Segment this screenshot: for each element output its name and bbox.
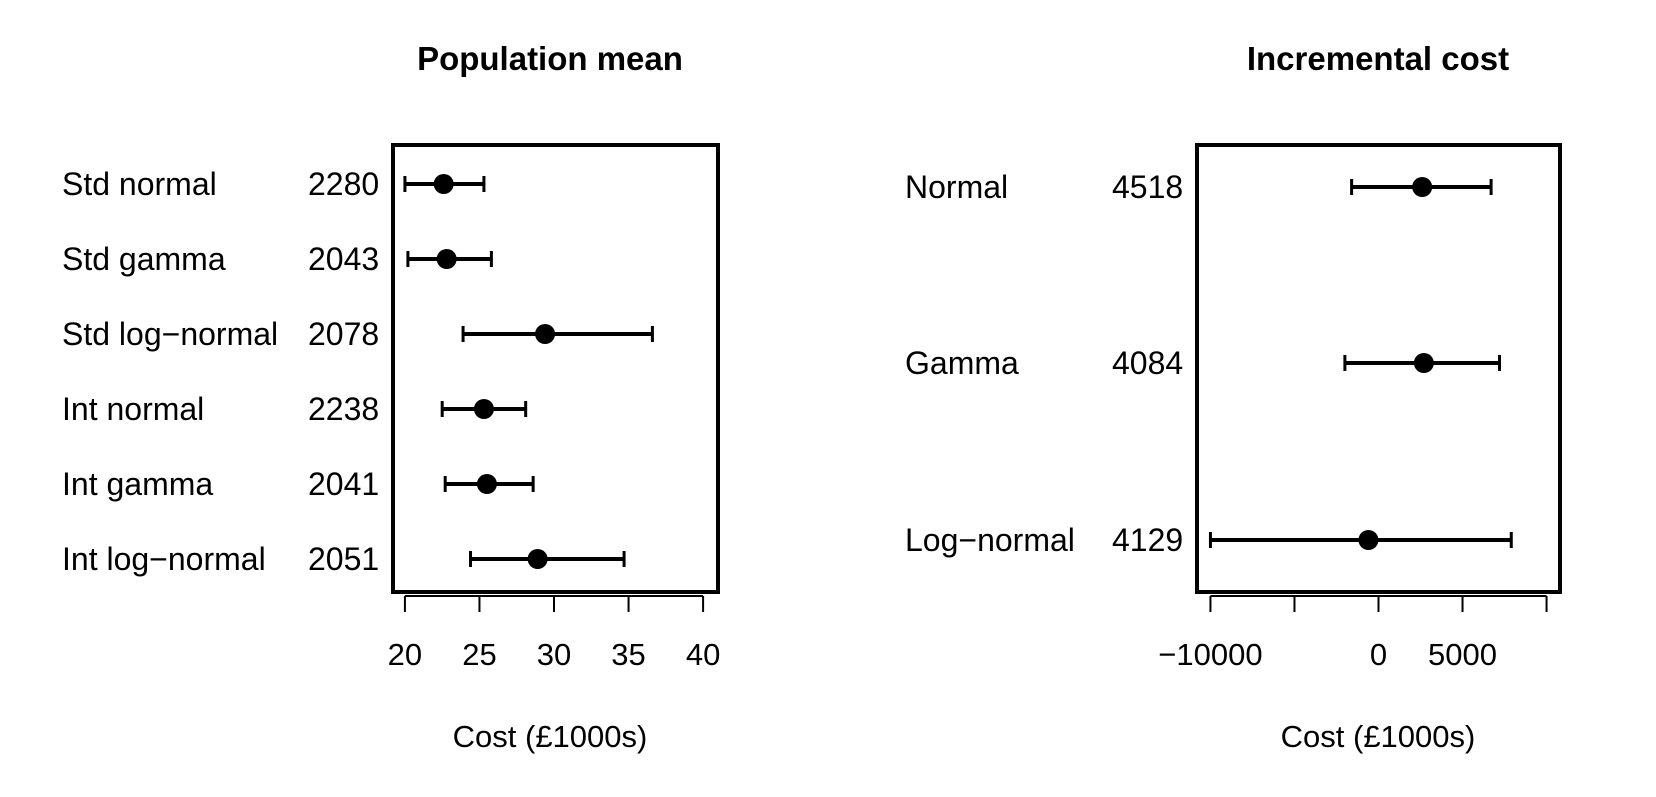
row-sample-size-label: 2041 (308, 466, 379, 502)
population-mean-plot-frame (391, 143, 720, 594)
point-estimate-marker (1358, 530, 1379, 550)
x-tick-label: 5000 (1428, 637, 1497, 672)
row-sample-size-label: 2051 (308, 541, 379, 577)
population-mean-x-axis-label: Cost (£1000s) (453, 719, 648, 754)
row-label: Int gamma (62, 466, 213, 502)
row-label: Int log−normal (62, 541, 266, 577)
x-tick-label: 40 (686, 637, 720, 672)
point-estimate-marker (535, 324, 556, 344)
row-sample-size-label: 2043 (308, 241, 379, 277)
row-sample-size-label: 2238 (308, 391, 379, 427)
row-sample-size-label: 4129 (1112, 522, 1183, 558)
point-estimate-marker (473, 399, 494, 419)
row-label: Gamma (905, 345, 1019, 381)
x-tick-label: 30 (537, 637, 571, 672)
point-estimate-marker (436, 249, 457, 269)
row-label: Std normal (62, 166, 217, 202)
row-label: Std log−normal (62, 316, 278, 352)
x-tick-label: 20 (388, 637, 422, 672)
point-estimate-marker (527, 549, 548, 569)
x-tick-label: −10000 (1158, 637, 1262, 672)
row-sample-size-label: 4518 (1112, 169, 1183, 205)
incremental-cost-title: Incremental cost (1247, 40, 1509, 77)
point-estimate-marker (433, 174, 454, 194)
x-tick-label: 25 (462, 637, 496, 672)
point-estimate-marker (1413, 353, 1434, 373)
population-mean-panel: Population mean Cost (£1000s) 20 25 30 35 40… (62, 40, 720, 754)
row-sample-size-label: 2078 (308, 316, 379, 352)
incremental-cost-plot-frame (1195, 143, 1562, 594)
incremental-cost-panel: Incremental cost Cost (£1000s) −10000 0 50… (905, 40, 1562, 754)
row-label: Std gamma (62, 241, 226, 277)
incremental-cost-x-axis-label: Cost (£1000s) (1281, 719, 1476, 754)
row-sample-size-label: 4084 (1112, 345, 1183, 381)
row-label: Log−normal (905, 522, 1075, 558)
row-sample-size-label: 2280 (308, 166, 379, 202)
row-label: Int normal (62, 391, 204, 427)
row-label: Normal (905, 169, 1008, 205)
population-mean-title: Population mean (417, 40, 683, 77)
x-tick-label: 35 (611, 637, 645, 672)
x-tick-label: 0 (1370, 637, 1387, 672)
point-estimate-marker (476, 474, 497, 494)
point-estimate-marker (1412, 177, 1433, 197)
